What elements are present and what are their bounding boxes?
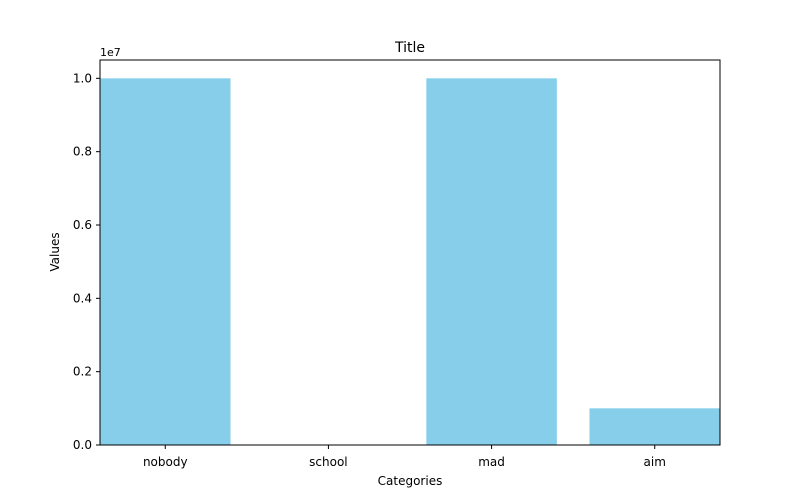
y-tick-label: 1.0 [73, 71, 92, 85]
y-axis-ticks: 0.0 0.2 0.4 0.6 0.8 1.0 [73, 71, 100, 452]
bar-aim [589, 408, 720, 445]
x-tick-label: school [309, 455, 347, 469]
y-axis-label: Values [48, 232, 62, 271]
bar-mad [426, 78, 557, 445]
bars-group [100, 78, 720, 445]
x-tick-label: nobody [143, 455, 188, 469]
x-tick-label: mad [478, 455, 505, 469]
y-tick-label: 0.8 [73, 145, 92, 159]
bar-nobody [100, 78, 231, 445]
y-tick-label: 0.6 [73, 218, 92, 232]
y-tick-label: 0.2 [73, 365, 92, 379]
y-tick-label: 0.4 [73, 291, 92, 305]
x-axis-ticks: nobody school mad aim [143, 445, 666, 469]
y-axis-offset-label: 1e7 [100, 46, 121, 59]
y-tick-label: 0.0 [73, 438, 92, 452]
plot-frame [99, 59, 721, 446]
x-tick-label: aim [644, 455, 666, 469]
x-axis-label: Categories [378, 474, 443, 488]
chart-title: Title [394, 40, 425, 56]
